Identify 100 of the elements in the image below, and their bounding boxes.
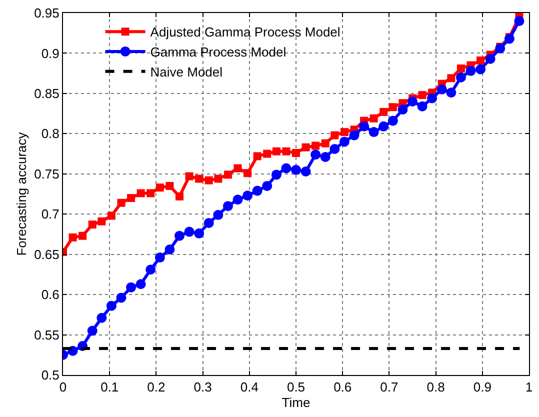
x-tick-label: 0.5 [286, 380, 306, 395]
point [244, 169, 252, 178]
point [330, 144, 340, 154]
point [204, 176, 213, 184]
point [194, 228, 204, 238]
point [310, 150, 321, 160]
x-tick-label: 0.2 [147, 380, 166, 395]
point [466, 66, 476, 76]
point [106, 300, 116, 311]
point [146, 189, 155, 198]
point [232, 194, 243, 205]
point [222, 201, 233, 212]
y-tick-label: 0.7 [41, 206, 60, 222]
x-tick-label: 0 [59, 380, 67, 395]
point [224, 170, 232, 179]
point [320, 152, 330, 162]
point [154, 252, 165, 263]
point [476, 56, 485, 64]
point [214, 174, 222, 183]
point [485, 54, 496, 64]
point [291, 164, 301, 175]
point [388, 116, 398, 126]
point [378, 121, 389, 132]
point [330, 131, 339, 140]
x-tick-label: 0.7 [380, 380, 398, 395]
x-tick-label: 1 [525, 380, 533, 395]
point [87, 326, 98, 336]
point [68, 233, 77, 242]
legend-label: Naive Model [150, 64, 223, 80]
point [292, 148, 300, 157]
y-tick-label: 0.5 [41, 368, 60, 383]
point [195, 174, 204, 183]
point [456, 64, 465, 73]
point [446, 88, 456, 98]
point [398, 104, 408, 115]
y-tick-label: 0.6 [41, 287, 60, 302]
point [408, 96, 418, 106]
point [272, 147, 280, 156]
point [271, 170, 282, 180]
point [126, 282, 136, 292]
point [117, 198, 126, 207]
point [136, 189, 145, 198]
point [340, 128, 348, 136]
point [380, 108, 388, 116]
x-tick-label: 0.6 [334, 380, 352, 395]
point [302, 143, 310, 152]
point [96, 312, 107, 323]
point [370, 114, 378, 122]
point [417, 101, 428, 112]
point [242, 190, 253, 201]
point [146, 264, 156, 275]
point [349, 130, 360, 140]
point [321, 139, 330, 148]
point [476, 64, 486, 74]
point [418, 91, 426, 100]
point [281, 163, 292, 174]
point [514, 16, 524, 26]
point [174, 230, 184, 241]
y-tick-label: 0.75 [34, 166, 60, 182]
point [368, 127, 379, 138]
point [388, 103, 397, 112]
point [495, 43, 506, 54]
point [107, 212, 116, 220]
point [436, 84, 447, 94]
x-tick-label: 0.1 [100, 380, 119, 395]
x-tick-label: 0.8 [426, 380, 445, 395]
point [204, 218, 214, 228]
y-tick-label: 0.8 [41, 126, 60, 142]
point [262, 180, 272, 191]
point [185, 172, 194, 180]
legend-label: Gamma Process Model [150, 44, 286, 60]
point [359, 121, 370, 132]
y-axis-title: Forecasting accuracy [14, 132, 30, 256]
point [263, 150, 272, 158]
point [447, 74, 456, 82]
point [234, 164, 242, 172]
point [300, 166, 311, 176]
point [78, 232, 87, 240]
point [176, 192, 184, 200]
y-tick-label: 0.55 [34, 327, 60, 342]
point [312, 142, 320, 150]
point [339, 136, 350, 147]
point [88, 220, 96, 229]
point [98, 217, 106, 226]
point [136, 279, 146, 290]
x-tick-label: 0.3 [194, 380, 212, 395]
point [253, 152, 262, 160]
y-tick-label: 0.9 [41, 46, 60, 61]
x-tick-label: 0.4 [240, 380, 258, 395]
y-tick-label: 0.65 [34, 246, 60, 262]
y-tick-label: 0.85 [34, 86, 60, 101]
point [456, 72, 466, 82]
point [184, 226, 194, 237]
point [156, 184, 164, 192]
point [282, 147, 290, 156]
point [127, 194, 136, 202]
x-tick-label: 0.9 [473, 380, 492, 395]
point [164, 244, 175, 255]
legend-label: Adjusted Gamma Process Model [150, 24, 340, 40]
point [252, 186, 262, 196]
